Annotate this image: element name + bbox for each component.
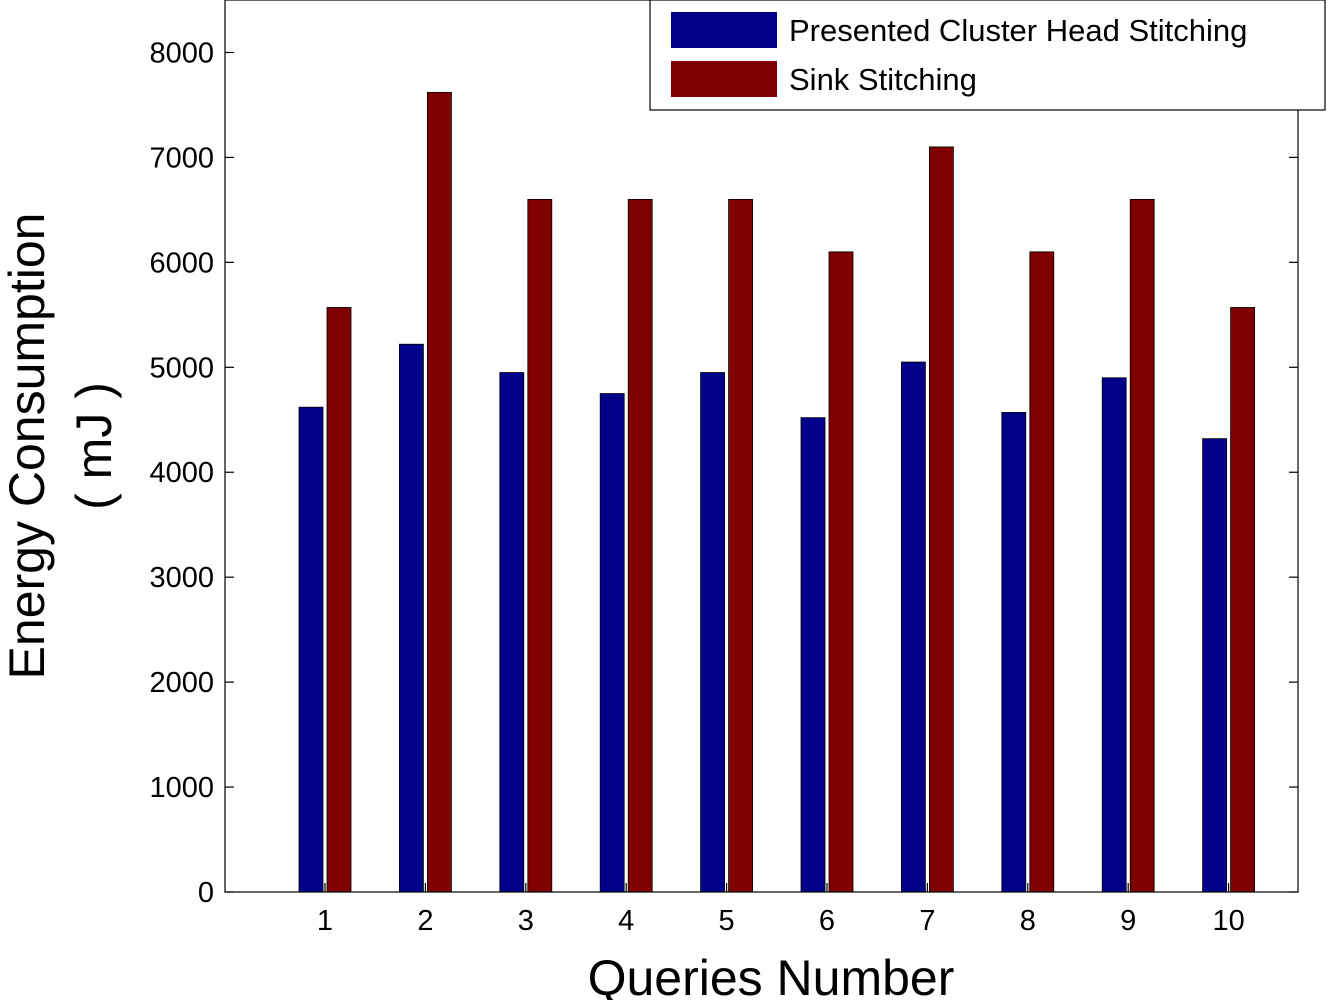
bar-sink-query-9 xyxy=(1129,198,1155,893)
bar-cluster-head-query-6 xyxy=(800,417,826,893)
x-tick-label: 9 xyxy=(1120,905,1136,937)
bar-sink-query-7 xyxy=(929,146,954,893)
legend-swatch-cluster-head xyxy=(671,12,777,48)
y-axis-title-line2: ( mJ ) xyxy=(66,382,122,510)
y-tick-label: 2000 xyxy=(149,667,214,699)
bar-cluster-head-query-9 xyxy=(1101,377,1127,893)
y-axis-ticks: 0 1000 2000 3000 4000 5000 6000 7000 8000 xyxy=(149,37,1298,909)
x-tick-label: 4 xyxy=(618,905,634,937)
bar-sink-query-1 xyxy=(326,307,352,893)
x-tick-label: 6 xyxy=(819,905,835,937)
bar-cluster-head-query-10 xyxy=(1202,438,1227,893)
x-tick-label: 2 xyxy=(417,905,433,937)
bar-cluster-head-query-7 xyxy=(901,361,926,893)
bar-cluster-head-query-4 xyxy=(599,393,625,893)
y-tick-label: 1000 xyxy=(149,772,214,804)
bar-sink-query-6 xyxy=(828,251,854,893)
x-tick-label: 1 xyxy=(317,905,333,937)
y-axis-title-line1: Energy Consumption xyxy=(0,213,55,680)
legend-label-cluster-head: Presented Cluster Head Stitching xyxy=(789,13,1247,48)
bar-cluster-head-query-3 xyxy=(499,372,525,893)
y-tick-label: 5000 xyxy=(149,352,214,384)
x-tick-label: 3 xyxy=(518,905,534,937)
bar-sink-query-10 xyxy=(1230,307,1255,893)
y-tick-label: 6000 xyxy=(149,247,214,279)
bar-cluster-head-query-1 xyxy=(298,406,324,893)
bars-layer xyxy=(298,91,1255,893)
legend-label-sink: Sink Stitching xyxy=(789,62,977,97)
bar-sink-query-4 xyxy=(627,198,653,893)
x-tick-label: 5 xyxy=(719,905,735,937)
x-tick-label: 10 xyxy=(1212,905,1244,937)
y-tick-label: 0 xyxy=(198,877,214,909)
bar-sink-query-3 xyxy=(527,198,553,893)
y-tick-label: 4000 xyxy=(149,457,214,489)
legend: Presented Cluster Head Stitching Sink St… xyxy=(649,0,1326,111)
legend-swatch-sink xyxy=(671,61,777,97)
bar-cluster-head-query-5 xyxy=(700,372,725,893)
y-tick-label: 7000 xyxy=(149,142,214,174)
bar-cluster-head-query-8 xyxy=(1001,412,1027,893)
bar-sink-query-2 xyxy=(426,91,452,893)
y-tick-label: 8000 xyxy=(149,37,214,69)
bar-sink-query-5 xyxy=(728,198,753,893)
x-axis-ticks: 1 2 3 4 5 6 7 8 9 10 xyxy=(317,883,1245,937)
plot-area-frame xyxy=(224,0,1299,893)
y-tick-label: 3000 xyxy=(149,562,214,594)
bar-sink-query-8 xyxy=(1029,251,1055,893)
x-axis-title: Queries Number xyxy=(588,950,955,1000)
x-tick-label: 8 xyxy=(1020,905,1036,937)
x-tick-label: 7 xyxy=(919,905,935,937)
bar-cluster-head-query-2 xyxy=(398,343,424,893)
